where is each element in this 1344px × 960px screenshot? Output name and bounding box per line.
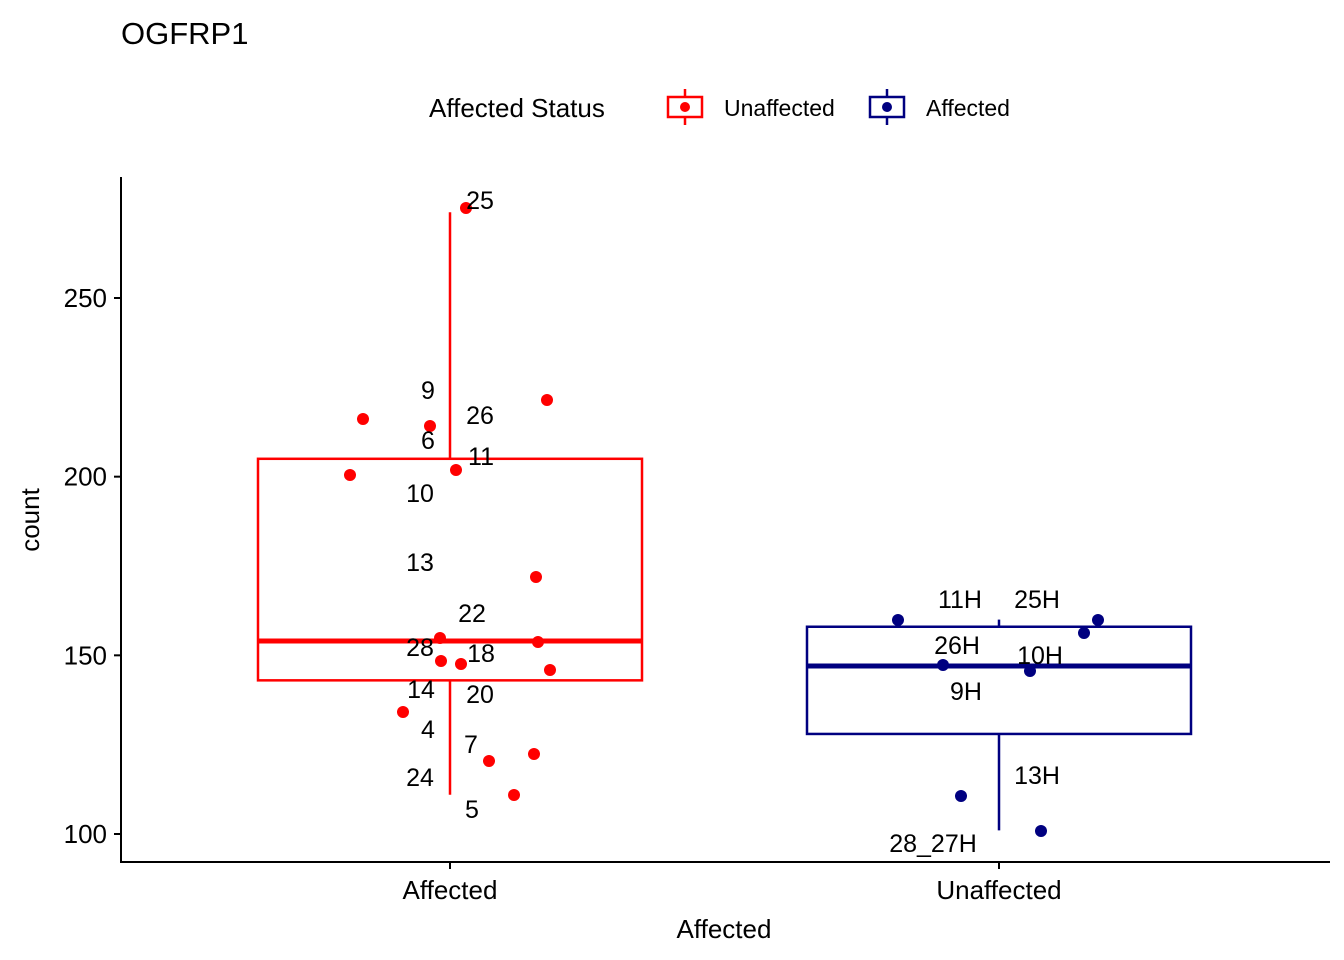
point-label: 22 [458, 600, 486, 628]
data-point [434, 632, 446, 644]
point-label: 20 [466, 681, 494, 709]
chart-title: OGFRP1 [121, 16, 248, 51]
legend-item-unaffected: Unaffected [666, 89, 835, 125]
box-group-unaffected: 11H 25H 26H 10H 9H 13H 28_27H [805, 586, 1193, 858]
data-point [892, 614, 904, 626]
point-label: 26 [466, 402, 494, 430]
y-tick-label: 200 [64, 462, 107, 492]
data-point [1078, 627, 1090, 639]
box-iqr [256, 457, 644, 682]
legend-key-point [680, 102, 690, 112]
point-label: 5 [465, 796, 479, 824]
point-label: 11H [938, 586, 982, 614]
data-point [1024, 665, 1036, 677]
data-point [1035, 825, 1047, 837]
data-point [357, 413, 369, 425]
point-label: 14 [407, 676, 435, 704]
point-label: 6 [421, 427, 435, 455]
data-point [483, 755, 495, 767]
data-point [424, 420, 436, 432]
data-point [455, 658, 467, 670]
x-axis-title: Affected [677, 914, 772, 944]
point-label: 28_27H [889, 830, 977, 858]
legend-item-affected: Affected [868, 89, 1010, 125]
plot-area: 25 9 26 6 11 10 13 22 28 18 14 20 4 7 24 5 11H 25H 26H 10H 9… [256, 187, 1193, 858]
box-group-affected: 25 9 26 6 11 10 13 22 28 18 14 20 4 7 24 5 [256, 187, 644, 824]
data-point [397, 706, 409, 718]
point-label: 13H [1014, 762, 1060, 790]
point-label: 7 [464, 731, 478, 759]
point-label: 11 [468, 443, 494, 471]
data-point [1092, 614, 1104, 626]
x-tick-label: Affected [403, 875, 498, 905]
y-axis-ticks: 100 150 200 250 [64, 283, 121, 849]
point-label: 9H [950, 678, 982, 706]
legend-key-point [882, 102, 892, 112]
data-point [528, 748, 540, 760]
data-point [532, 636, 544, 648]
point-label: 9 [421, 377, 435, 405]
x-tick-label: Unaffected [936, 875, 1061, 905]
legend-label: Unaffected [724, 95, 835, 121]
point-label: 4 [421, 716, 435, 744]
box-iqr [805, 625, 1193, 736]
point-label: 25 [466, 187, 494, 215]
point-label: 24 [406, 764, 434, 792]
data-point [450, 464, 462, 476]
point-label: 25H [1014, 586, 1060, 614]
legend: Affected Status Unaffected Affected [429, 89, 1010, 125]
data-point [541, 394, 553, 406]
y-tick-label: 250 [64, 283, 107, 313]
y-tick-label: 150 [64, 640, 107, 670]
point-label: 26H [934, 632, 980, 660]
y-axis-title: count [15, 487, 45, 551]
point-label: 28 [406, 634, 434, 662]
data-point [937, 659, 949, 671]
data-point [344, 469, 356, 481]
data-point [955, 790, 967, 802]
point-label: 13 [406, 549, 434, 577]
data-point [435, 655, 447, 667]
y-tick-label: 100 [64, 819, 107, 849]
legend-label: Affected [926, 95, 1010, 121]
data-point [460, 202, 472, 214]
point-label: 18 [467, 640, 495, 668]
x-axis-ticks: Affected Unaffected [403, 862, 1062, 905]
data-point [530, 571, 542, 583]
data-point [544, 664, 556, 676]
legend-title: Affected Status [429, 93, 605, 123]
data-point [508, 789, 520, 801]
point-label: 10H [1017, 642, 1063, 670]
point-label: 10 [406, 480, 434, 508]
